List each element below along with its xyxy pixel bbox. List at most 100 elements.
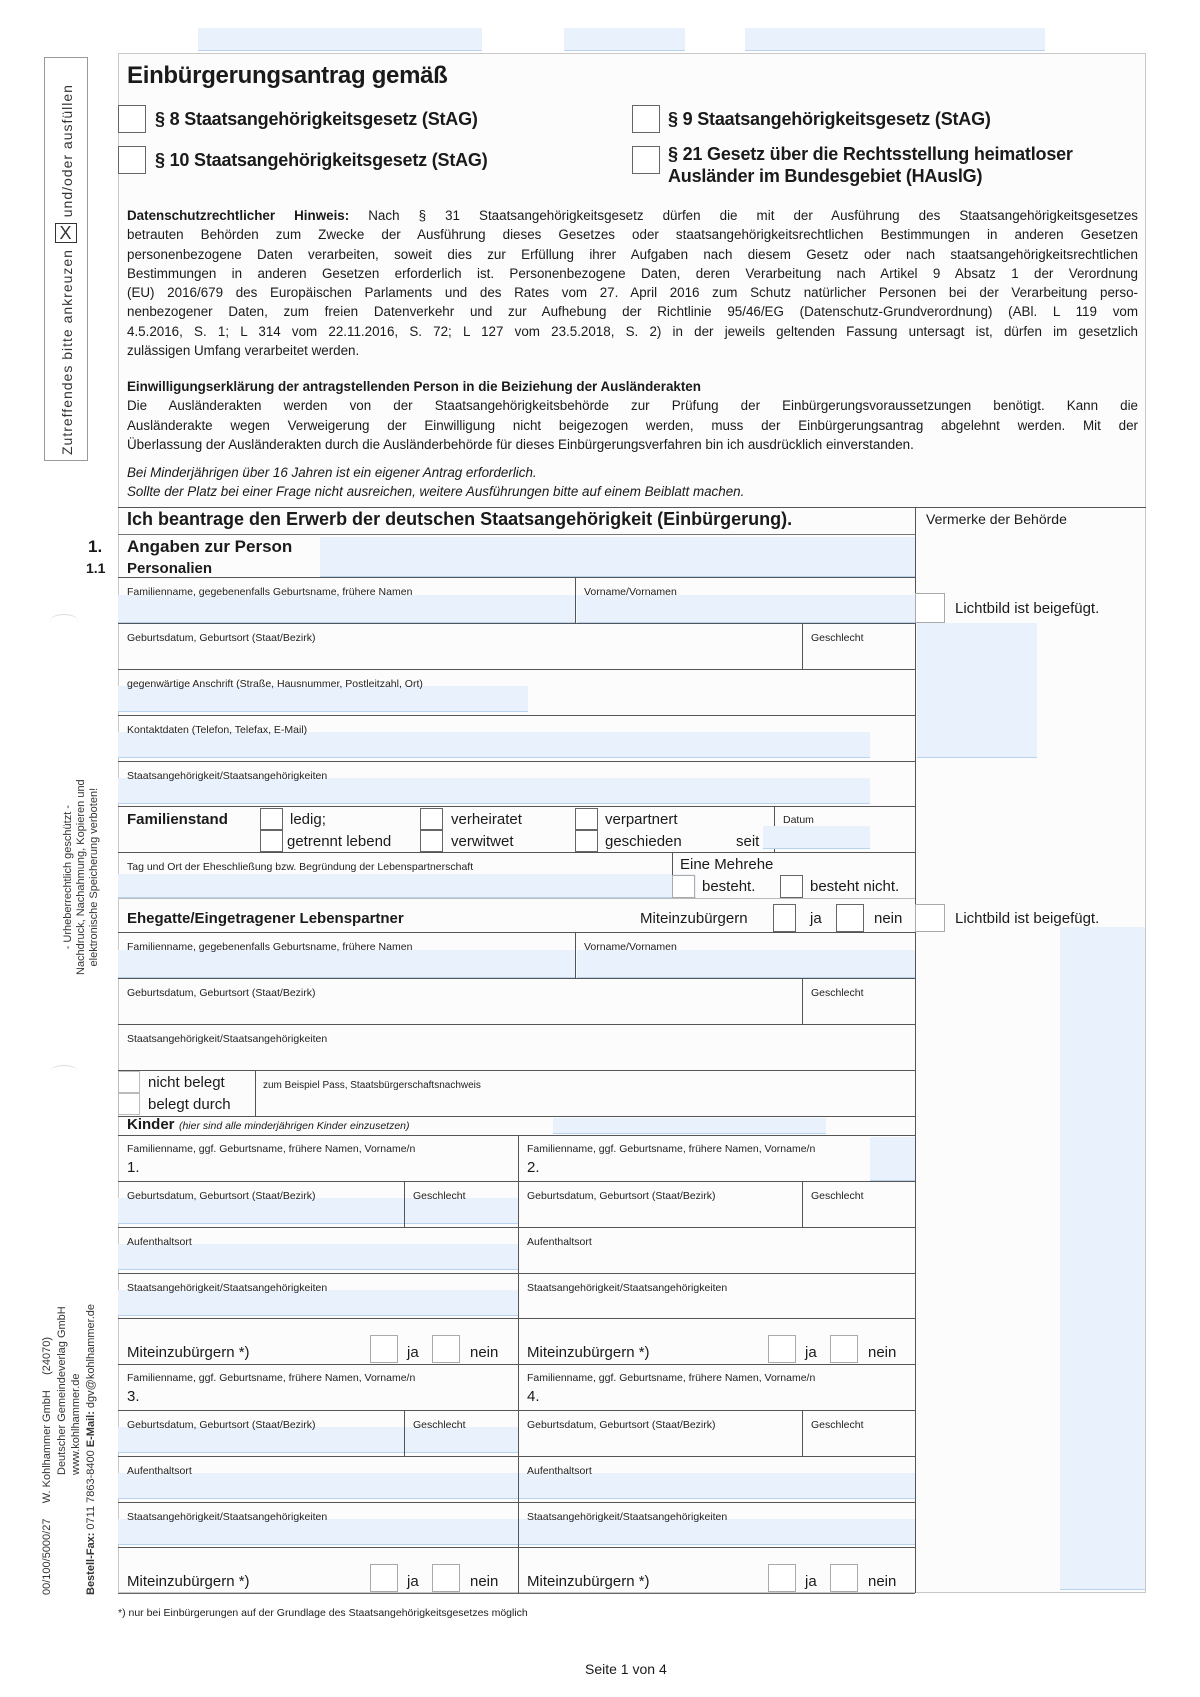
page-number: Seite 1 von 4 xyxy=(585,1661,667,1677)
blank-field[interactable] xyxy=(1060,927,1145,1590)
email-address: dgv@kohlhammer.de xyxy=(84,1303,97,1412)
divider xyxy=(118,1070,915,1071)
checkbox-child-no[interactable] xyxy=(830,1335,858,1363)
checkbox-stag-10[interactable] xyxy=(118,146,146,174)
checkbox-stag-9[interactable] xyxy=(632,105,660,133)
marriage-input[interactable] xyxy=(118,874,696,898)
instruction-part2: und/oder ausfüllen xyxy=(59,84,75,218)
spouse-co-label: Miteinzubürgern xyxy=(640,910,748,927)
divider xyxy=(802,623,803,669)
blank-field[interactable] xyxy=(553,1118,826,1134)
child-name-label: Familienname, ggf. Geburtsname, frühere … xyxy=(527,1143,816,1155)
contact-input[interactable] xyxy=(118,732,870,758)
subsection-title: Personalien xyxy=(127,560,213,577)
contact-label: Kontaktdaten (Telefon, Telefax, E-Mail) xyxy=(127,724,308,736)
copyright-notice: - Urheberrechtlich geschützt - Nachdruck,… xyxy=(62,779,101,975)
photo-attached-checkbox[interactable] xyxy=(915,593,945,623)
authority-notes-label: Vermerke der Behörde xyxy=(926,511,1067,527)
checkbox-spouse-yes[interactable] xyxy=(773,904,796,932)
checkbox-proven-by[interactable] xyxy=(118,1093,140,1115)
spouse-photo-label: Lichtbild ist beigefügt. xyxy=(955,910,1100,927)
child-nationality-input[interactable] xyxy=(118,1519,518,1545)
child-co-label: Miteinzubürgern *) xyxy=(527,1573,650,1590)
checkbox-stag-8[interactable] xyxy=(118,105,146,133)
option-divorced: geschieden xyxy=(605,833,682,850)
divider xyxy=(118,623,915,624)
child-residence-label: Aufenthaltsort xyxy=(527,1465,592,1477)
spouse-firstname-input[interactable] xyxy=(577,950,915,978)
children-hint: (hier sind alle minderjährigen Kinder ei… xyxy=(178,1120,410,1132)
marital-date-input[interactable] xyxy=(763,826,870,849)
publisher-line: 00/100/5000/27 W. Kohlhammer GmbH (24070… xyxy=(41,1336,53,1595)
checkbox-hauslg-21[interactable] xyxy=(632,146,660,174)
child-birth-input[interactable] xyxy=(118,1198,518,1224)
option-single: ledig; xyxy=(290,811,326,828)
polygamy-label: Eine Mehrehe xyxy=(680,856,774,873)
address-input[interactable] xyxy=(118,686,528,712)
child-residence-input[interactable] xyxy=(118,1244,518,1270)
checkbox-child-no[interactable] xyxy=(432,1335,460,1363)
checkbox-partnered[interactable] xyxy=(575,808,598,830)
firstname-input[interactable] xyxy=(577,595,915,623)
blank-field[interactable] xyxy=(564,28,685,51)
privacy-line: Nach § 31 Staatsangehörigkeitsgesetz dür… xyxy=(349,208,1138,223)
divider xyxy=(118,1547,518,1548)
notes: Bei Minderjährigen über 16 Jahren ist ei… xyxy=(127,463,1138,502)
blank-field[interactable] xyxy=(870,1137,915,1181)
child-birth-input[interactable] xyxy=(118,1427,518,1453)
spouse-photo-checkbox[interactable] xyxy=(915,904,945,932)
child-residence-input[interactable] xyxy=(118,1473,518,1499)
blank-field[interactable] xyxy=(745,28,1045,51)
child-nationality-input[interactable] xyxy=(118,1290,518,1316)
child-co-label: Miteinzubürgern *) xyxy=(127,1344,250,1361)
divider xyxy=(802,1181,803,1227)
sex-label: Geschlecht xyxy=(811,632,864,644)
punch-hole-mark xyxy=(50,1065,78,1079)
checkbox-child-yes[interactable] xyxy=(768,1335,796,1363)
checkbox-polygamy-not-exists[interactable] xyxy=(780,875,803,898)
child-nationality-label: Staatsangehörigkeit/Staatsangehörigkeite… xyxy=(127,1282,328,1294)
option-hauslg-21: § 21 Gesetz über die Rechtsstellung heim… xyxy=(668,143,1073,187)
divider xyxy=(518,1318,915,1319)
child-co-label: Miteinzubürgern *) xyxy=(127,1573,250,1590)
spouse-surname-input[interactable] xyxy=(118,950,575,978)
note-line: Sollte der Platz bei einer Frage nicht a… xyxy=(127,484,745,500)
child-yes-label: ja xyxy=(407,1344,419,1361)
spouse-no-label: nein xyxy=(874,910,903,927)
checkbox-child-no[interactable] xyxy=(432,1564,460,1592)
checkbox-separated[interactable] xyxy=(260,830,283,852)
checkbox-single[interactable] xyxy=(260,808,283,830)
checkbox-child-yes[interactable] xyxy=(768,1564,796,1592)
option-widowed: verwitwet xyxy=(451,833,514,850)
photo-attached-label: Lichtbild ist beigefügt. xyxy=(955,600,1100,617)
children-label: Kinder xyxy=(127,1116,175,1133)
form-frame xyxy=(118,53,1146,1593)
divider xyxy=(802,978,803,1024)
option-stag-8: § 8 Staatsangehörigkeitsgesetz (StAG) xyxy=(155,109,478,129)
polygamy-exists-label: besteht. xyxy=(702,878,756,895)
nationality-input[interactable] xyxy=(118,778,870,804)
checkbox-divorced[interactable] xyxy=(575,830,598,852)
blank-field[interactable] xyxy=(917,623,1037,758)
divider xyxy=(118,507,1146,508)
checkbox-widowed[interactable] xyxy=(420,830,443,852)
checkbox-polygamy-exists[interactable] xyxy=(672,875,695,898)
punch-hole-mark xyxy=(50,614,78,628)
blank-field[interactable] xyxy=(198,28,482,51)
privacy-lead: Datenschutzrechtlicher Hinweis: xyxy=(127,208,350,223)
child-number: 3. xyxy=(127,1388,140,1405)
checkbox-child-yes[interactable] xyxy=(370,1564,398,1592)
spouse-birth-label: Geburtsdatum, Geburtsort (Staat/Bezirk) xyxy=(127,987,316,999)
child-residence-label: Aufenthaltsort xyxy=(527,1236,592,1248)
checkbox-spouse-no[interactable] xyxy=(836,904,864,932)
blank-field[interactable] xyxy=(320,537,915,577)
child-residence-input[interactable] xyxy=(518,1473,915,1499)
checkbox-child-yes[interactable] xyxy=(370,1335,398,1363)
checkbox-child-no[interactable] xyxy=(830,1564,858,1592)
surname-input[interactable] xyxy=(118,595,575,623)
privacy-line: betrauten Behörden zum Zwecke der Ausfüh… xyxy=(127,227,1138,243)
checkbox-not-proven[interactable] xyxy=(118,1071,140,1093)
checkbox-married[interactable] xyxy=(420,808,443,830)
child-nationality-input[interactable] xyxy=(518,1519,915,1545)
child-nationality-label: Staatsangehörigkeit/Staatsangehörigkeite… xyxy=(527,1511,728,1523)
